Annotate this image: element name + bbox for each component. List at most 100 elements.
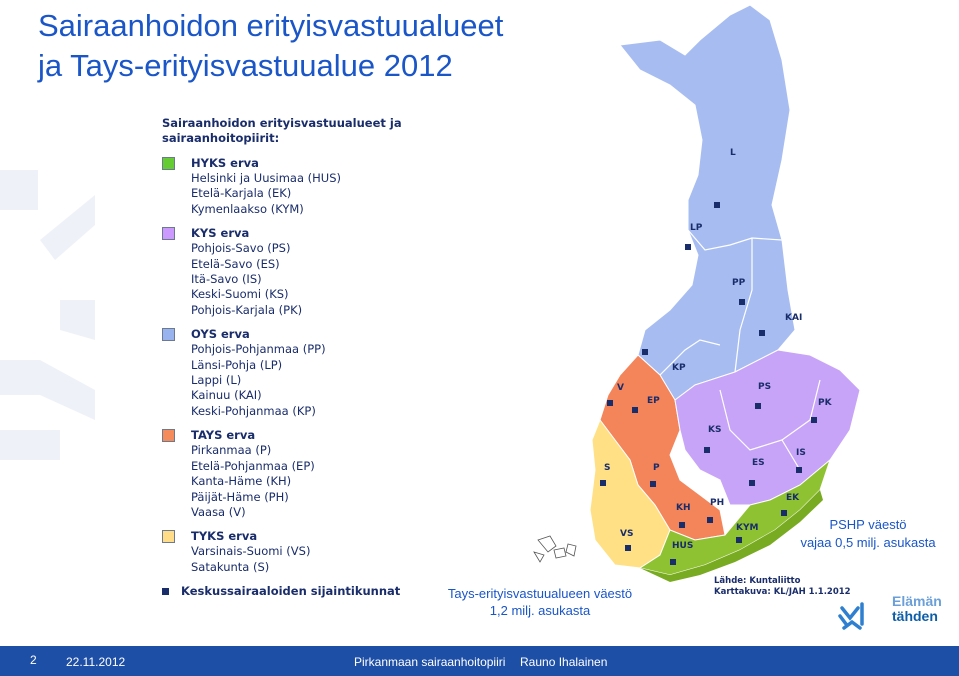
- logo-line-2: tähden: [892, 608, 938, 624]
- map-region-label: KS: [708, 425, 721, 435]
- aland-islands: [533, 535, 577, 563]
- map-region-label: KYM: [736, 523, 758, 533]
- map-region-label: KP: [672, 363, 686, 373]
- legend-heading-line-1: Sairaanhoidon erityisvastuualueet ja: [162, 116, 402, 130]
- legend-group: HYKS erva Helsinki ja Uusimaa (HUS) Etelä-…: [162, 156, 462, 217]
- legend-group-title: KYS erva: [162, 226, 462, 241]
- map-region-label: LP: [690, 223, 703, 233]
- legend-member: Varsinais-Suomi (VS): [191, 544, 311, 559]
- elaman-tahden-logo: [838, 602, 864, 630]
- legend-member: Päijät-Häme (PH): [191, 489, 289, 504]
- tays-annotation: Tays-erityisvastuualueen väestö 1,2 milj…: [420, 585, 660, 619]
- map-region-label: PH: [710, 498, 724, 508]
- map-labels: L LP PP KAI KP V EP PS PK KS IS ES S P PH KH EK VS KYM HUS: [604, 148, 833, 551]
- legend-group-label: OYS erva: [191, 327, 250, 342]
- legend: Sairaanhoidon erityisvastuualueet ja sai…: [162, 116, 462, 598]
- background-decoration: [0, 170, 95, 460]
- legend-member: Kainuu (KAI): [191, 388, 262, 403]
- legend-group-title: OYS erva: [162, 327, 462, 342]
- map-region-label: KAI: [785, 313, 802, 323]
- map-region-label: EP: [647, 396, 660, 406]
- region-border-pp: [734, 238, 753, 373]
- legend-group: TAYS erva Pirkanmaa (P) Etelä-Pohjanmaa (E…: [162, 428, 462, 520]
- legend-groups: HYKS erva Helsinki ja Uusimaa (HUS) Etelä-…: [162, 156, 462, 575]
- legend-group: OYS erva Pohjois-Pohjanmaa (PP) Länsi-Pohj…: [162, 327, 462, 419]
- title-line-2: ja Tays-erityisvastuualue 2012: [38, 48, 453, 83]
- legend-member: Länsi-Pohja (LP): [191, 357, 283, 372]
- hospital-marker-icon: [642, 349, 648, 355]
- legend-member: Pohjois-Savo (PS): [191, 241, 291, 256]
- page-number: 2: [30, 653, 37, 667]
- map-region-label: EK: [786, 493, 800, 503]
- logo-line-1: Elämän: [892, 593, 942, 609]
- legend-group: KYS erva Pohjois-Savo (PS) Etelä-Savo (ES)…: [162, 226, 462, 318]
- hospital-marker-icon: [685, 244, 691, 250]
- hospital-marker-icon: [739, 299, 745, 305]
- hospital-marker-icon: [811, 417, 817, 423]
- footer-organization: Pirkanmaan sairaanhoitopiiri: [354, 655, 506, 669]
- footer-bar: 2 22.11.2012 Pirkanmaan sairaanhoitopiir…: [0, 646, 959, 676]
- legend-heading-line-2: sairaanhoitopiirit:: [162, 131, 280, 145]
- legend-member: Satakunta (S): [191, 559, 270, 574]
- legend-group-label: TYKS erva: [191, 529, 258, 544]
- legend-swatch-icon: [162, 530, 175, 544]
- legend-swatch-icon: [162, 328, 175, 342]
- hospital-marker-icon: [704, 447, 710, 453]
- hospital-marker-icon: [755, 403, 761, 409]
- hospital-marker-icon: [632, 407, 638, 413]
- legend-member: Keski-Pohjanmaa (KP): [191, 403, 316, 418]
- legend-member: Keski-Suomi (KS): [191, 287, 289, 302]
- map-region-label: PP: [732, 278, 746, 288]
- source-line-1: Lähde: Kuntaliitto: [714, 576, 801, 586]
- hospital-marker-icon: [759, 330, 765, 336]
- title-line-1: Sairaanhoidon erityisvastuualueet: [38, 8, 504, 43]
- pshp-line-1: PSHP väestö: [829, 517, 907, 532]
- map-region-label: VS: [620, 529, 633, 539]
- hospital-marker-icon: [650, 481, 656, 487]
- hospital-marker-icon: [796, 467, 802, 473]
- legend-group-label: TAYS erva: [191, 428, 256, 443]
- legend-member: Helsinki ja Uusimaa (HUS): [191, 171, 341, 185]
- map-region-label: IS: [796, 448, 806, 458]
- legend-member: Pohjois-Pohjanmaa (PP): [191, 342, 326, 357]
- legend-member: Pohjois-Karjala (PK): [191, 302, 303, 317]
- map-region-label: P: [653, 463, 660, 473]
- hospital-marker-icon: [679, 522, 685, 528]
- centers-label: Keskussairaaloiden sijaintikunnat: [181, 584, 401, 599]
- map-markers: [600, 202, 817, 565]
- region-border-l: [687, 229, 783, 251]
- region-border-kys-inner: [719, 379, 821, 471]
- map-region-label: S: [604, 463, 610, 473]
- map-region-label: L: [730, 148, 736, 158]
- legend-member: Lappi (L): [191, 373, 242, 388]
- finland-map: L LP PP KAI KP V EP PS PK KS IS ES S P PH KH EK VS KYM HUS: [533, 4, 861, 582]
- legend-member: Etelä-Karjala (EK): [191, 186, 292, 201]
- pshp-line-2: vajaa 0,5 milj. asukasta: [800, 535, 936, 550]
- hospital-marker-icon: [714, 202, 720, 208]
- map-region-label: ES: [752, 458, 765, 468]
- legend-centers: Keskussairaaloiden sijaintikunnat: [162, 584, 462, 598]
- hospital-marker-icon: [625, 545, 631, 551]
- hospital-square-icon: [162, 587, 169, 595]
- legend-heading: Sairaanhoidon erityisvastuualueet ja sai…: [162, 116, 462, 146]
- slide-title: Sairaanhoidon erityisvastuualueet ja Tay…: [38, 6, 638, 86]
- legend-member: Etelä-Savo (ES): [191, 256, 280, 271]
- legend-member: Pirkanmaa (P): [191, 443, 272, 458]
- source-line-2: Karttakuva: KL/JAH 1.1.2012: [714, 587, 851, 597]
- legend-group-title: TAYS erva: [162, 428, 462, 443]
- hospital-marker-icon: [736, 537, 742, 543]
- hospital-marker-icon: [781, 510, 787, 516]
- legend-group-title: HYKS erva: [162, 156, 462, 171]
- legend-group-label: KYS erva: [191, 226, 250, 241]
- logo-text: Elämän tähden: [892, 594, 942, 624]
- region-border-kp: [659, 339, 721, 376]
- legend-swatch-icon: [162, 227, 175, 241]
- pshp-annotation: PSHP väestö vajaa 0,5 milj. asukasta: [778, 516, 958, 552]
- hospital-marker-icon: [607, 400, 613, 406]
- legend-member: Itä-Savo (IS): [191, 272, 262, 287]
- footer-date: 22.11.2012: [66, 655, 126, 669]
- legend-group: TYKS erva Varsinais-Suomi (VS) Satakunta (…: [162, 529, 462, 575]
- hospital-marker-icon: [670, 559, 676, 565]
- legend-member: Kanta-Häme (KH): [191, 474, 292, 489]
- legend-member: Kymenlaakso (KYM): [191, 201, 304, 216]
